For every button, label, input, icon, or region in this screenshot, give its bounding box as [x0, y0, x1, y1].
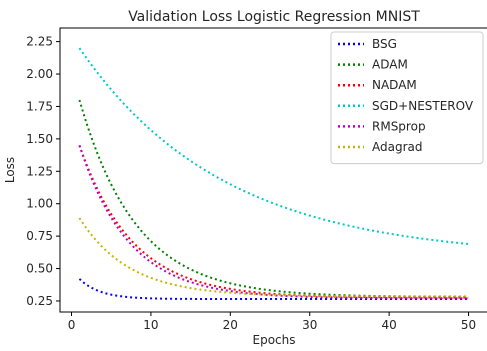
- x-tick-label: 40: [381, 318, 396, 332]
- plot-frame: [59, 27, 487, 313]
- y-tick-label: 2.00: [26, 67, 53, 81]
- legend-label: ADAM: [372, 58, 408, 72]
- series-line-adagrad: [78, 217, 469, 298]
- y-tick-label: 1.50: [26, 132, 53, 146]
- x-tick-label: 0: [68, 318, 76, 332]
- legend-label: NADAM: [372, 78, 417, 92]
- x-tick-label: 10: [143, 318, 158, 332]
- y-tick-label: 0.25: [26, 294, 53, 308]
- legend-label: SGD+NESTEROV: [372, 99, 474, 113]
- legend-label: RMSprop: [372, 119, 426, 133]
- chart-title: Validation Loss Logistic Regression MNIS…: [128, 9, 420, 25]
- series-line-rmsprop: [78, 145, 469, 300]
- y-axis: 0.25 0.50 0.75 1.00 1.25 1.50 1.75 2.00 2.25: [26, 35, 60, 308]
- legend-box: [330, 31, 484, 165]
- x-tick-label: 50: [461, 318, 476, 332]
- x-tick-label: 30: [302, 318, 317, 332]
- y-tick-label: 2.25: [26, 35, 53, 49]
- legend: BSG ADAM NADAM SGD+NESTEROV RMSprop Adagrad: [330, 31, 484, 165]
- y-tick-label: 1.75: [26, 99, 53, 113]
- x-tick-label: 20: [223, 318, 238, 332]
- y-tick-label: 1.25: [26, 164, 53, 178]
- legend-label: BSG: [372, 37, 397, 51]
- series-line-sgd-nesterov: [78, 47, 469, 245]
- x-axis-label: Epochs: [253, 333, 296, 347]
- series-line-nadam: [78, 145, 469, 299]
- y-tick-label: 1.00: [26, 197, 53, 211]
- y-axis-label: Loss: [3, 157, 17, 183]
- y-tick-label: 0.75: [26, 229, 53, 243]
- y-tick-label: 0.50: [26, 262, 53, 276]
- plot-area: [78, 47, 469, 301]
- x-axis: 0 10 20 30 40 50: [68, 312, 476, 332]
- legend-label: Adagrad: [372, 140, 423, 154]
